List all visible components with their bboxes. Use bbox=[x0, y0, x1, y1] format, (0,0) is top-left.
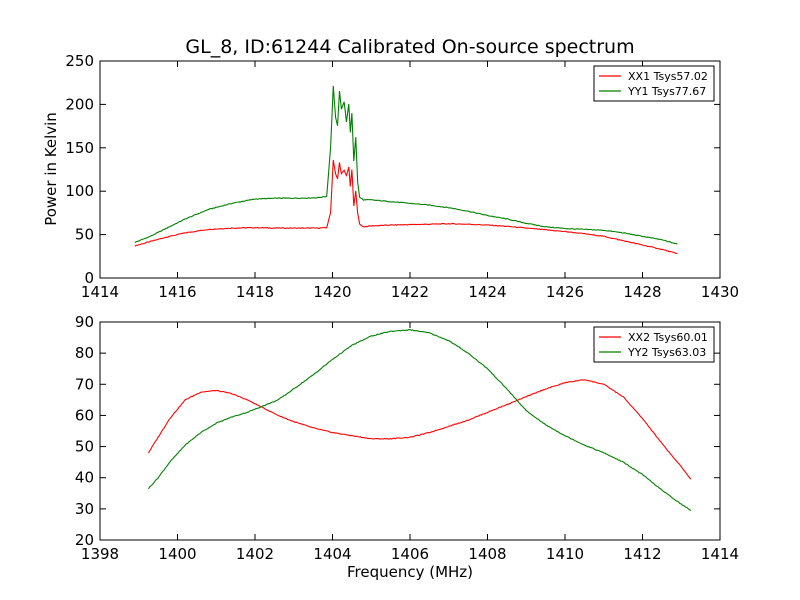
top-legend-label-1: XX1 Tsys57.02 bbox=[628, 70, 708, 83]
bottom-spectrum-plot: 1398 1400 1402 1404 1406 1408 1410 1412 1414 20 30… bbox=[75, 313, 739, 563]
chart-title: GL_8, ID:61244 Calibrated On-source spec… bbox=[185, 36, 634, 58]
top-x-tick-label: 1426 bbox=[546, 283, 584, 301]
top-y-tick-label: 50 bbox=[75, 226, 94, 244]
bottom-axes-frame bbox=[99, 321, 721, 541]
bottom-series-line-2 bbox=[147, 328, 692, 511]
top-x-tick-label: 1420 bbox=[313, 283, 351, 301]
bottom-y-tick-label: 70 bbox=[75, 375, 94, 393]
top-x-tick-label: 1428 bbox=[623, 283, 661, 301]
bottom-x-tick-label: 1398 bbox=[81, 545, 119, 563]
top-x-tick-label: 1422 bbox=[391, 283, 429, 301]
top-y-tick-label: 200 bbox=[65, 95, 94, 113]
top-y-tick-label: 100 bbox=[65, 182, 94, 200]
bottom-y-tick-label: 90 bbox=[75, 313, 94, 331]
bottom-series-line-1 bbox=[147, 379, 692, 480]
top-x-tick-label: 1430 bbox=[701, 283, 739, 301]
bottom-x-tick-label: 1412 bbox=[623, 545, 661, 563]
bottom-x-tick-label: 1408 bbox=[468, 545, 506, 563]
top-y-tick-label: 150 bbox=[65, 139, 94, 157]
top-y-tick-label: 250 bbox=[65, 52, 94, 70]
bottom-y-tick-label: 30 bbox=[75, 500, 94, 518]
top-series-line-1 bbox=[134, 159, 678, 255]
top-y-tick-label: 0 bbox=[84, 269, 94, 287]
bottom-y-tick-label: 20 bbox=[75, 531, 94, 549]
top-x-tick-label: 1418 bbox=[236, 283, 274, 301]
bottom-legend-label-2: YY2 Tsys63.03 bbox=[627, 346, 706, 359]
top-legend bbox=[593, 65, 715, 102]
bottom-x-tick-label: 1400 bbox=[158, 545, 196, 563]
top-x-tick-label: 1424 bbox=[468, 283, 506, 301]
top-spectrum-plot: 1414 1416 1418 1420 1422 1424 1426 1428 1430 0 50 1… bbox=[65, 52, 739, 301]
top-x-tick-label: 1416 bbox=[158, 283, 196, 301]
top-axes-frame bbox=[99, 60, 721, 279]
bottom-y-tick-label: 80 bbox=[75, 344, 94, 362]
bottom-y-tick-label: 40 bbox=[75, 469, 94, 487]
bottom-legend bbox=[593, 326, 715, 363]
bottom-x-tick-label: 1404 bbox=[313, 545, 351, 563]
bottom-x-tick-label: 1406 bbox=[391, 545, 429, 563]
bottom-x-tick-label: 1410 bbox=[546, 545, 584, 563]
x-axis-label: Frequency (MHz) bbox=[347, 563, 473, 581]
bottom-x-tick-label: 1414 bbox=[701, 545, 739, 563]
bottom-y-tick-label: 50 bbox=[75, 438, 94, 456]
bottom-legend-label-1: XX2 Tsys60.01 bbox=[628, 331, 708, 344]
y-axis-label: Power in Kelvin bbox=[42, 112, 60, 226]
top-series-line-2 bbox=[134, 85, 678, 245]
top-x-tick-label: 1414 bbox=[81, 283, 119, 301]
bottom-x-tick-label: 1402 bbox=[236, 545, 274, 563]
top-legend-label-2: YY1 Tsys77.67 bbox=[627, 85, 706, 98]
bottom-y-tick-label: 60 bbox=[75, 406, 94, 424]
